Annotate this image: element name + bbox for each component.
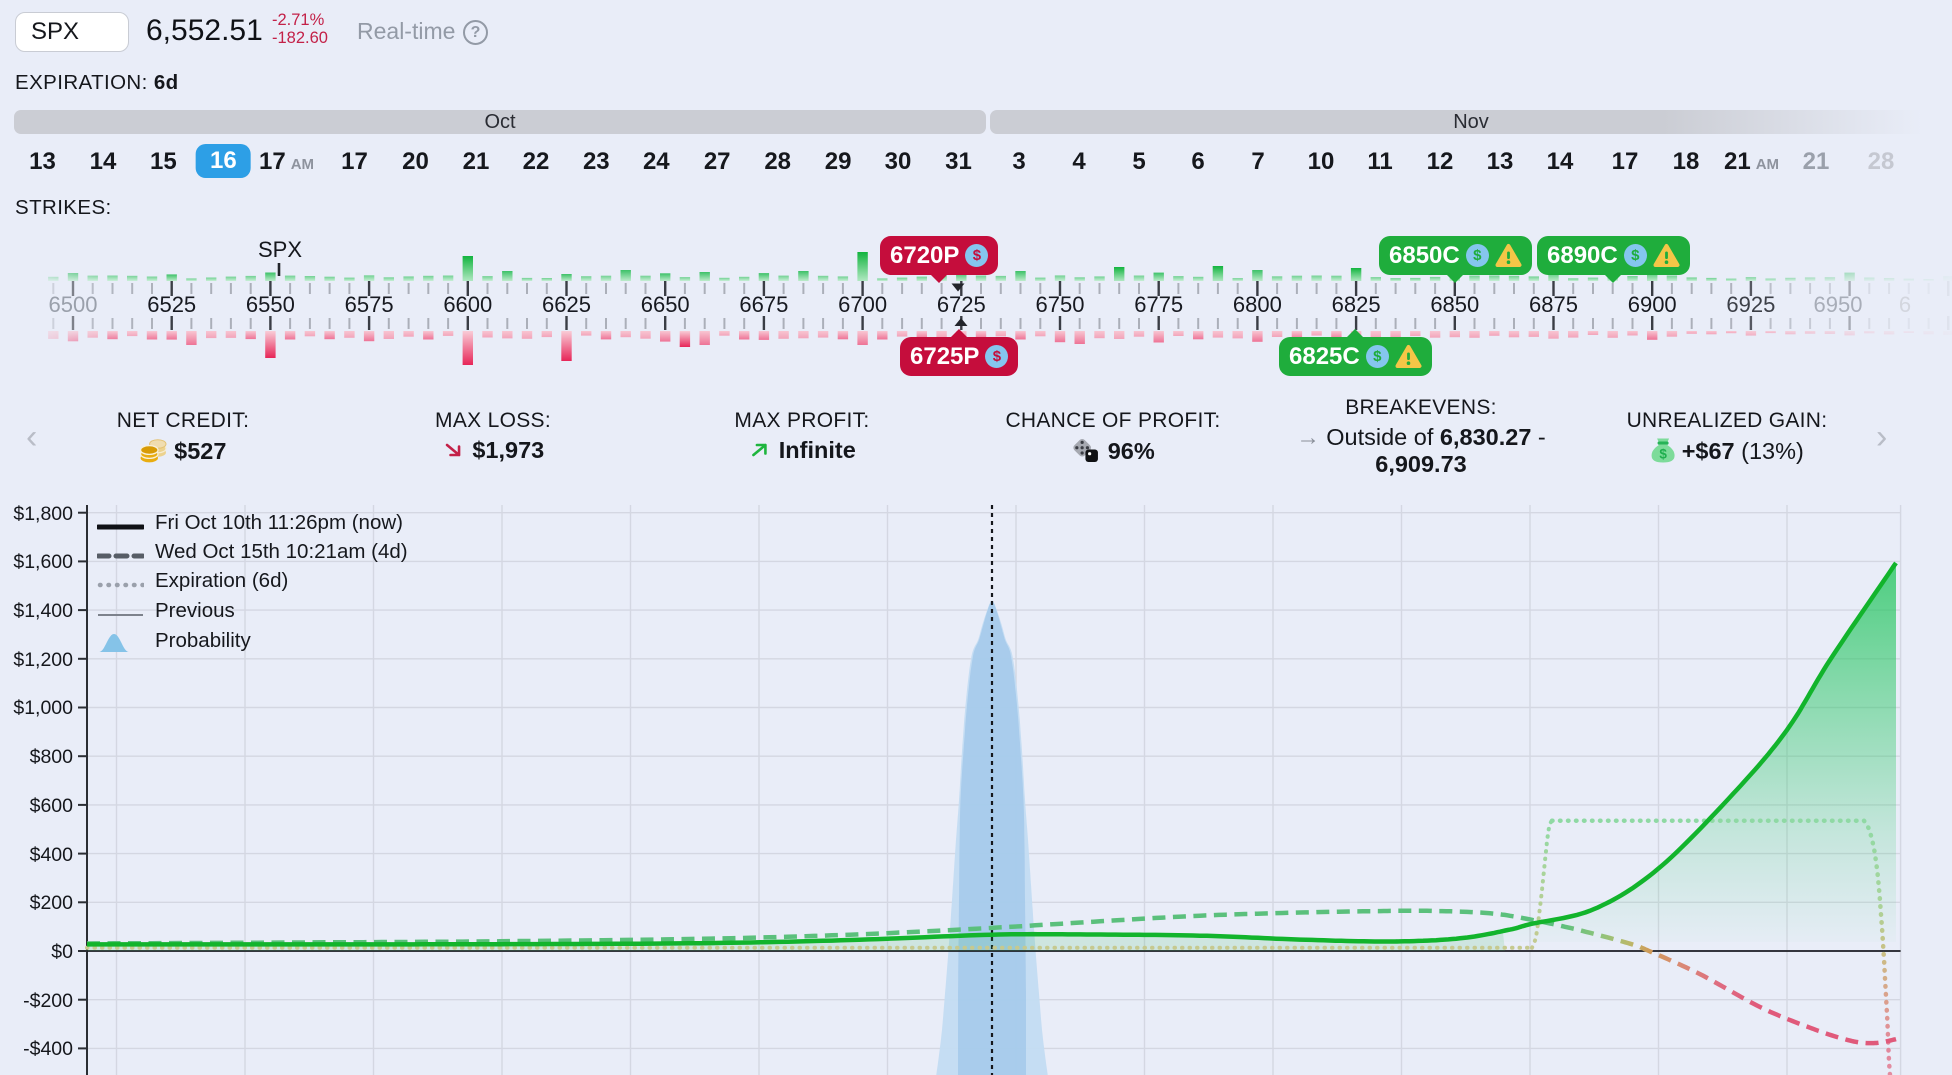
svg-text:$1,800: $1,800 [13, 503, 73, 525]
svg-text:6700: 6700 [838, 292, 887, 317]
svg-text:6750: 6750 [1036, 292, 1085, 317]
svg-text:6550: 6550 [246, 292, 295, 317]
svg-text:$1,200: $1,200 [13, 649, 73, 671]
svg-text:6850: 6850 [1430, 292, 1479, 317]
svg-text:SPX: SPX [258, 237, 302, 262]
svg-text:$1,400: $1,400 [13, 600, 73, 622]
svg-text:6625: 6625 [542, 292, 591, 317]
svg-text:-$200: -$200 [23, 990, 73, 1012]
svg-text:$600: $600 [30, 795, 74, 817]
svg-text:6825: 6825 [1332, 292, 1381, 317]
svg-text:$1,000: $1,000 [13, 697, 73, 719]
svg-text:6875: 6875 [1529, 292, 1578, 317]
svg-text:6: 6 [1899, 292, 1911, 317]
svg-text:$0: $0 [51, 941, 73, 963]
svg-text:$200: $200 [30, 892, 74, 914]
svg-text:6725: 6725 [937, 292, 986, 317]
svg-text:6650: 6650 [641, 292, 690, 317]
svg-text:6575: 6575 [345, 292, 394, 317]
svg-text:6925: 6925 [1726, 292, 1775, 317]
svg-text:6600: 6600 [443, 292, 492, 317]
svg-text:$: $ [1659, 447, 1667, 462]
svg-text:$1,600: $1,600 [13, 551, 73, 573]
svg-text:6800: 6800 [1233, 292, 1282, 317]
svg-text:6675: 6675 [739, 292, 788, 317]
svg-text:6950: 6950 [1814, 292, 1863, 317]
svg-text:6900: 6900 [1628, 292, 1677, 317]
svg-text:-$400: -$400 [23, 1038, 73, 1060]
svg-text:6525: 6525 [147, 292, 196, 317]
svg-text:6500: 6500 [49, 292, 98, 317]
svg-text:$400: $400 [30, 844, 74, 866]
svg-text:6775: 6775 [1134, 292, 1183, 317]
svg-text:$800: $800 [30, 746, 74, 768]
